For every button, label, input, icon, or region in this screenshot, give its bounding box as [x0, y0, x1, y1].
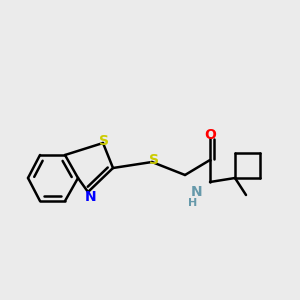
Text: S: S: [99, 134, 109, 148]
Text: N: N: [85, 190, 97, 204]
Text: H: H: [188, 198, 198, 208]
Text: S: S: [149, 153, 159, 167]
Text: O: O: [204, 128, 216, 142]
Text: N: N: [191, 185, 203, 199]
